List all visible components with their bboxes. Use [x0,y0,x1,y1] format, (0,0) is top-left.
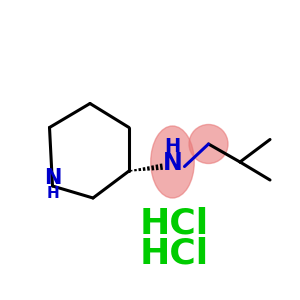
Text: N: N [44,169,61,188]
Text: H: H [164,137,181,157]
Text: HCl: HCl [140,236,208,271]
Text: H: H [46,186,59,201]
Text: N: N [163,152,182,176]
Text: HCl: HCl [140,206,208,241]
Circle shape [189,124,228,164]
Ellipse shape [151,126,194,198]
